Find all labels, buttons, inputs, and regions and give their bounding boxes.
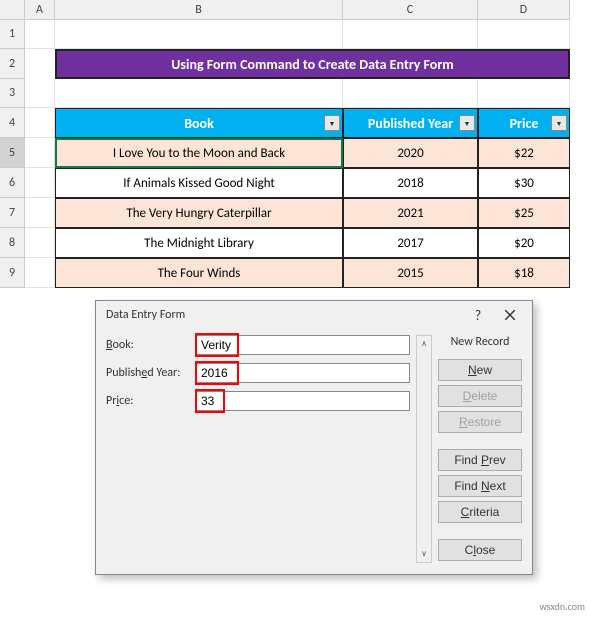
header-label: Book <box>184 115 214 132</box>
table-header-year[interactable]: Published Year ▼ <box>343 108 478 138</box>
filter-dropdown-icon[interactable]: ▼ <box>459 115 475 131</box>
data-entry-form-dialog: Data Entry Form ? Book: Published Year: … <box>95 300 533 575</box>
find-next-button[interactable]: Find Next <box>438 475 522 497</box>
table-cell[interactable]: 2015 <box>343 258 478 288</box>
row-header-1[interactable]: 1 <box>0 20 25 49</box>
table-cell[interactable]: The Very Hungry Caterpillar <box>55 198 343 228</box>
row-header-9[interactable]: 9 <box>0 258 25 288</box>
dialog-title: Data Entry Form <box>106 308 462 322</box>
year-input[interactable] <box>196 363 410 383</box>
cell[interactable] <box>25 168 55 198</box>
table-cell[interactable]: $30 <box>478 168 570 198</box>
col-header-B[interactable]: B <box>55 0 343 20</box>
close-icon[interactable] <box>494 303 526 327</box>
find-prev-button[interactable]: Find Prev <box>438 449 522 471</box>
criteria-button[interactable]: Criteria <box>438 501 522 523</box>
row-header-8[interactable]: 8 <box>0 228 25 258</box>
row-header-6[interactable]: 6 <box>0 168 25 198</box>
table-cell[interactable]: 2021 <box>343 198 478 228</box>
page-title: Using Form Command to Create Data Entry … <box>55 49 570 79</box>
cell[interactable] <box>25 108 55 138</box>
scroll-up-icon[interactable]: ∧ <box>417 336 431 352</box>
select-all-corner[interactable] <box>0 0 25 20</box>
watermark: wsxdn.com <box>540 600 585 613</box>
table-cell[interactable]: $25 <box>478 198 570 228</box>
cell[interactable] <box>343 79 478 108</box>
cell[interactable] <box>478 20 570 49</box>
cell[interactable] <box>343 20 478 49</box>
table-header-price[interactable]: Price ▼ <box>478 108 570 138</box>
table-cell[interactable]: $18 <box>478 258 570 288</box>
book-input[interactable] <box>196 335 410 355</box>
row-header-3[interactable]: 3 <box>0 79 25 108</box>
table-cell[interactable]: $20 <box>478 228 570 258</box>
record-status: New Record <box>438 335 522 349</box>
cell[interactable] <box>25 138 55 168</box>
row-header-4[interactable]: 4 <box>0 108 25 138</box>
restore-button[interactable]: Restore <box>438 411 522 433</box>
row-header-5[interactable]: 5 <box>0 138 25 168</box>
table-cell[interactable]: 2017 <box>343 228 478 258</box>
field-label-book: Book: <box>106 338 196 352</box>
delete-button[interactable]: Delete <box>438 385 522 407</box>
close-button[interactable]: Close <box>438 539 522 561</box>
header-label: Published Year <box>368 115 453 132</box>
help-button[interactable]: ? <box>462 303 494 327</box>
cell[interactable] <box>25 198 55 228</box>
col-header-D[interactable]: D <box>478 0 570 20</box>
table-cell[interactable]: $22 <box>478 138 570 168</box>
cell[interactable] <box>478 79 570 108</box>
new-button[interactable]: New <box>438 359 522 381</box>
cell[interactable] <box>55 79 343 108</box>
cell[interactable] <box>25 228 55 258</box>
col-header-C[interactable]: C <box>343 0 478 20</box>
row-header-2[interactable]: 2 <box>0 49 25 79</box>
row-header-7[interactable]: 7 <box>0 198 25 228</box>
field-label-year: Published Year: <box>106 366 196 380</box>
cell[interactable] <box>25 79 55 108</box>
field-label-price: Price: <box>106 394 196 408</box>
header-label: Price <box>510 115 539 132</box>
table-header-book[interactable]: Book ▼ <box>55 108 343 138</box>
dialog-titlebar[interactable]: Data Entry Form ? <box>96 301 532 329</box>
table-cell[interactable]: 2018 <box>343 168 478 198</box>
filter-dropdown-icon[interactable]: ▼ <box>551 115 567 131</box>
price-input[interactable] <box>196 391 410 411</box>
filter-dropdown-icon[interactable]: ▼ <box>324 115 340 131</box>
table-cell[interactable]: The Midnight Library <box>55 228 343 258</box>
scroll-down-icon[interactable]: ∨ <box>417 546 431 562</box>
col-header-A[interactable]: A <box>25 0 55 20</box>
dialog-scrollbar[interactable]: ∧ ∨ <box>416 335 432 563</box>
table-cell[interactable]: The Four Winds <box>55 258 343 288</box>
cell[interactable] <box>25 258 55 288</box>
cell[interactable] <box>55 20 343 49</box>
table-cell[interactable]: If Animals Kissed Good Night <box>55 168 343 198</box>
table-cell[interactable]: 2020 <box>343 138 478 168</box>
cell[interactable] <box>25 20 55 49</box>
table-cell[interactable]: I Love You to the Moon and Back <box>55 138 343 168</box>
